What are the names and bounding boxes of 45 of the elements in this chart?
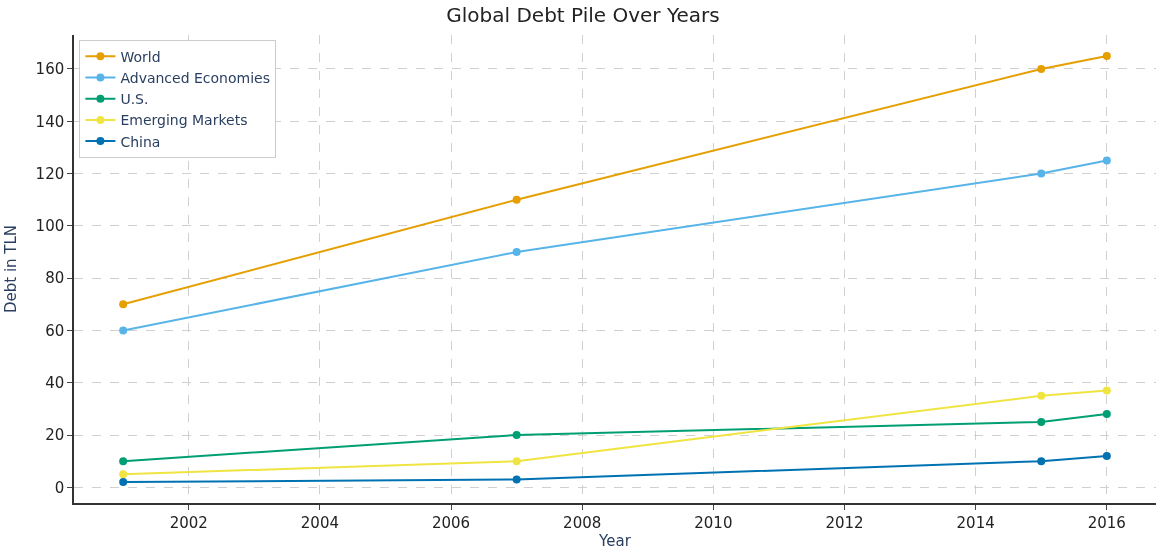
x-tick-label: 2014 xyxy=(956,513,995,532)
point xyxy=(1037,169,1046,178)
x-tick-label: 2004 xyxy=(300,513,339,532)
point xyxy=(1102,451,1111,460)
y-tick-label: 140 xyxy=(35,112,65,131)
point xyxy=(1037,417,1046,426)
y-tick-label: 60 xyxy=(45,321,65,340)
point xyxy=(512,431,521,440)
y-tick-label: 0 xyxy=(54,478,65,497)
y-tick-label: 120 xyxy=(35,164,65,183)
y-tick-label: 40 xyxy=(45,373,65,392)
point xyxy=(1102,410,1111,419)
point xyxy=(119,326,128,335)
y-tick-label: 160 xyxy=(35,60,65,79)
y-tick-label: 80 xyxy=(45,269,65,288)
point xyxy=(1102,51,1111,60)
point xyxy=(512,195,521,204)
point xyxy=(512,457,521,466)
x-tick-label: 2006 xyxy=(431,513,471,532)
point xyxy=(1037,457,1046,466)
chart-title: Global Debt Pile Over Years xyxy=(446,3,720,28)
point xyxy=(119,457,128,466)
point xyxy=(1102,156,1111,165)
point xyxy=(512,475,521,484)
point xyxy=(119,300,128,309)
x-tick-label: 2010 xyxy=(694,513,733,532)
legend-label: Emerging Markets xyxy=(120,112,248,129)
point xyxy=(119,478,128,487)
x-axis-title: Year xyxy=(598,531,632,550)
x-tick-label: 2016 xyxy=(1087,513,1126,532)
legend-label: Advanced Economies xyxy=(120,69,270,86)
x-tick-label: 2008 xyxy=(563,513,602,532)
y-tick-label: 100 xyxy=(35,217,65,236)
point xyxy=(119,470,128,479)
y-tick-label: 20 xyxy=(45,426,65,445)
point xyxy=(512,248,521,257)
legend-label: U.S. xyxy=(120,91,149,108)
x-tick-label: 2002 xyxy=(169,513,208,532)
y-axis-title: Debt in TLN xyxy=(2,224,21,314)
x-tick-label: 2012 xyxy=(825,513,864,532)
point xyxy=(1037,391,1046,400)
legend-label: World xyxy=(120,48,161,65)
point xyxy=(1037,64,1046,73)
legend-label: China xyxy=(120,133,161,150)
point xyxy=(1102,386,1111,395)
